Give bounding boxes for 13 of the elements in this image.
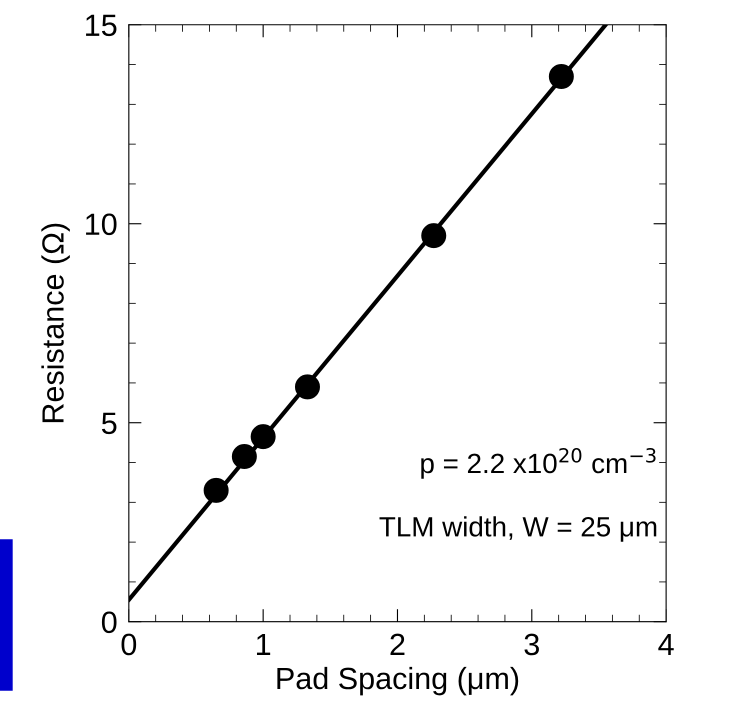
y-axis-title: Resistance (Ω)	[41, 224, 70, 422]
x-tick-label: 2	[390, 634, 404, 655]
annotation: TLM width, W = 25 μm	[380, 516, 656, 542]
y-tick-label: 5	[102, 412, 116, 434]
x-tick-label: 3	[524, 634, 539, 656]
y-tick-label: 10	[86, 213, 117, 236]
x-axis-title: Pad Spacing (μm)	[277, 666, 518, 696]
x-tick-label: 4	[658, 634, 674, 655]
y-tick-label: 15	[86, 14, 116, 36]
x-tick-label: 1	[256, 634, 270, 655]
x-tick-label: 0	[122, 634, 136, 656]
annotation: p = 2.2 x10$^{20}$ cm$^{−3}$	[421, 448, 656, 479]
y-tick-label: 0	[102, 611, 117, 634]
